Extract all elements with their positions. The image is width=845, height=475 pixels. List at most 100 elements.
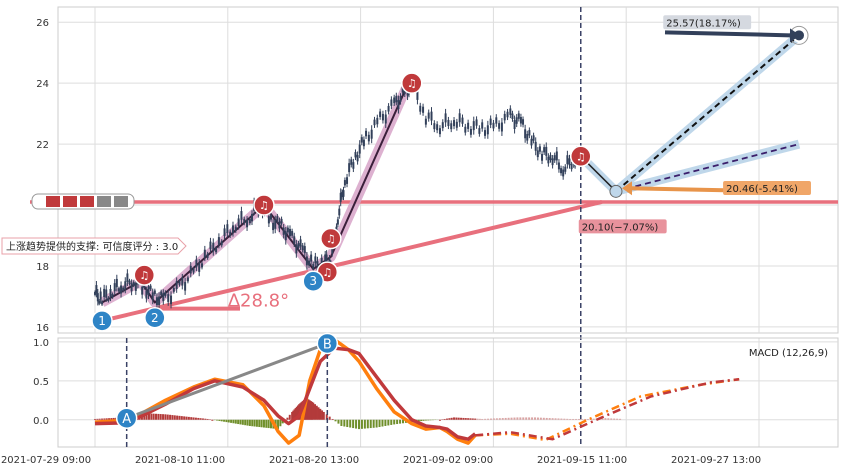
macd-histogram-bar [200, 418, 202, 420]
candle-body [354, 152, 356, 157]
candle-body [490, 119, 492, 125]
pattern-point: 1 [92, 311, 112, 331]
macd-histogram-bar [176, 416, 178, 420]
resistance-note-badges [32, 194, 134, 209]
candle-body [268, 216, 270, 223]
note-marker: ♫ [571, 146, 591, 166]
candle-body [120, 285, 122, 293]
candle-body [187, 277, 189, 281]
candle-body [484, 130, 486, 136]
x-tick-label: 2021-07-29 09:00 [1, 455, 91, 466]
x-tick-label: 2021-08-10 11:00 [135, 455, 225, 466]
candle-body [450, 123, 452, 129]
candle-body [150, 286, 152, 290]
candle-body [295, 244, 297, 253]
candle-body [114, 283, 116, 291]
macd-histogram-bar [289, 415, 291, 420]
candle-body [373, 120, 375, 126]
angle-label: ∆28.8° [227, 291, 289, 312]
music-note-icon: ♫ [322, 266, 332, 279]
price-y-tick-label: 16 [36, 323, 49, 334]
candle-body [365, 131, 367, 136]
candle-body [514, 120, 516, 129]
macd-histogram-bar [265, 420, 267, 428]
note-marker: ♫ [402, 73, 422, 93]
macd-histogram-bar [384, 420, 386, 426]
macd-histogram-bar [237, 420, 239, 424]
candle-body [141, 287, 143, 295]
candle-body [306, 256, 308, 265]
macd-histogram-bar [155, 414, 157, 420]
candle-body [359, 145, 361, 154]
macd-histogram-bar [549, 418, 551, 420]
macd-histogram-bar [239, 420, 241, 425]
candle-body [337, 219, 339, 224]
macd-histogram-bar [505, 418, 507, 420]
candle-body [95, 285, 97, 293]
macd-histogram-bar [197, 418, 199, 420]
support-label-text: 上涨趋势提供的支撑: 可信度评分 : 3.0 [6, 240, 178, 253]
macd-histogram-bar [218, 420, 220, 421]
candle-body [352, 162, 354, 169]
macd-histogram-bar [451, 418, 453, 420]
macd-histogram-bar [221, 420, 223, 422]
macd-histogram-bar [364, 420, 366, 429]
candle-body [554, 155, 556, 160]
macd-histogram-bar [164, 414, 166, 419]
candle-body [537, 150, 539, 157]
candle-body [473, 121, 475, 130]
macd-histogram-bar [263, 420, 265, 428]
candle-body [456, 122, 458, 128]
macd-histogram-bar [318, 407, 320, 419]
music-note-icon: ♫ [576, 150, 586, 163]
candle-body [433, 123, 435, 129]
candle-body [528, 130, 530, 135]
candle-body [249, 219, 251, 223]
macd-histogram-bar [323, 412, 325, 420]
macd-histogram-bar [171, 415, 173, 420]
resistance-note-badge [80, 196, 94, 207]
macd-histogram-bar [593, 419, 595, 420]
candle-body [459, 113, 461, 122]
macd-histogram-bar [569, 419, 571, 420]
candle-body [385, 115, 387, 124]
macd-histogram-bar [540, 418, 542, 420]
candle-body [543, 147, 545, 152]
candle-body [98, 301, 100, 304]
candle-body [511, 114, 513, 120]
candle-body [541, 154, 543, 161]
candle-body [281, 219, 283, 224]
macd-histogram-bar [319, 409, 321, 420]
macd-histogram-bar [312, 403, 314, 420]
candle-body [122, 288, 124, 291]
candle-body [346, 177, 348, 184]
macd-histogram-bar [465, 418, 467, 420]
macd-histogram-bar [160, 414, 162, 420]
candle-body [338, 209, 340, 216]
candle-body [278, 221, 280, 228]
candle-body [568, 158, 570, 165]
macd-histogram-bar [552, 418, 554, 420]
candle-body [498, 123, 500, 129]
macd-histogram-bar [472, 418, 474, 419]
candle-body [184, 282, 186, 291]
macd-histogram-bar [479, 419, 481, 420]
candle-body [300, 239, 302, 246]
macd-histogram-bar [376, 420, 378, 428]
candle-body [293, 236, 295, 243]
macd-forecast-line [475, 379, 739, 439]
music-note-icon: ♫ [139, 269, 149, 282]
candle-body [243, 219, 245, 223]
candle-body [270, 215, 272, 219]
candle-body [487, 125, 489, 134]
candle-body [287, 228, 289, 233]
macd-histogram-bar [534, 417, 536, 419]
candle-body [312, 264, 314, 269]
candle-body [195, 260, 197, 268]
candle-body [549, 155, 551, 160]
macd-histogram-bar [207, 419, 209, 420]
candle-body [507, 112, 509, 118]
candle-body [533, 135, 535, 140]
candle-body [363, 140, 365, 146]
macd-histogram-bar [399, 420, 401, 424]
